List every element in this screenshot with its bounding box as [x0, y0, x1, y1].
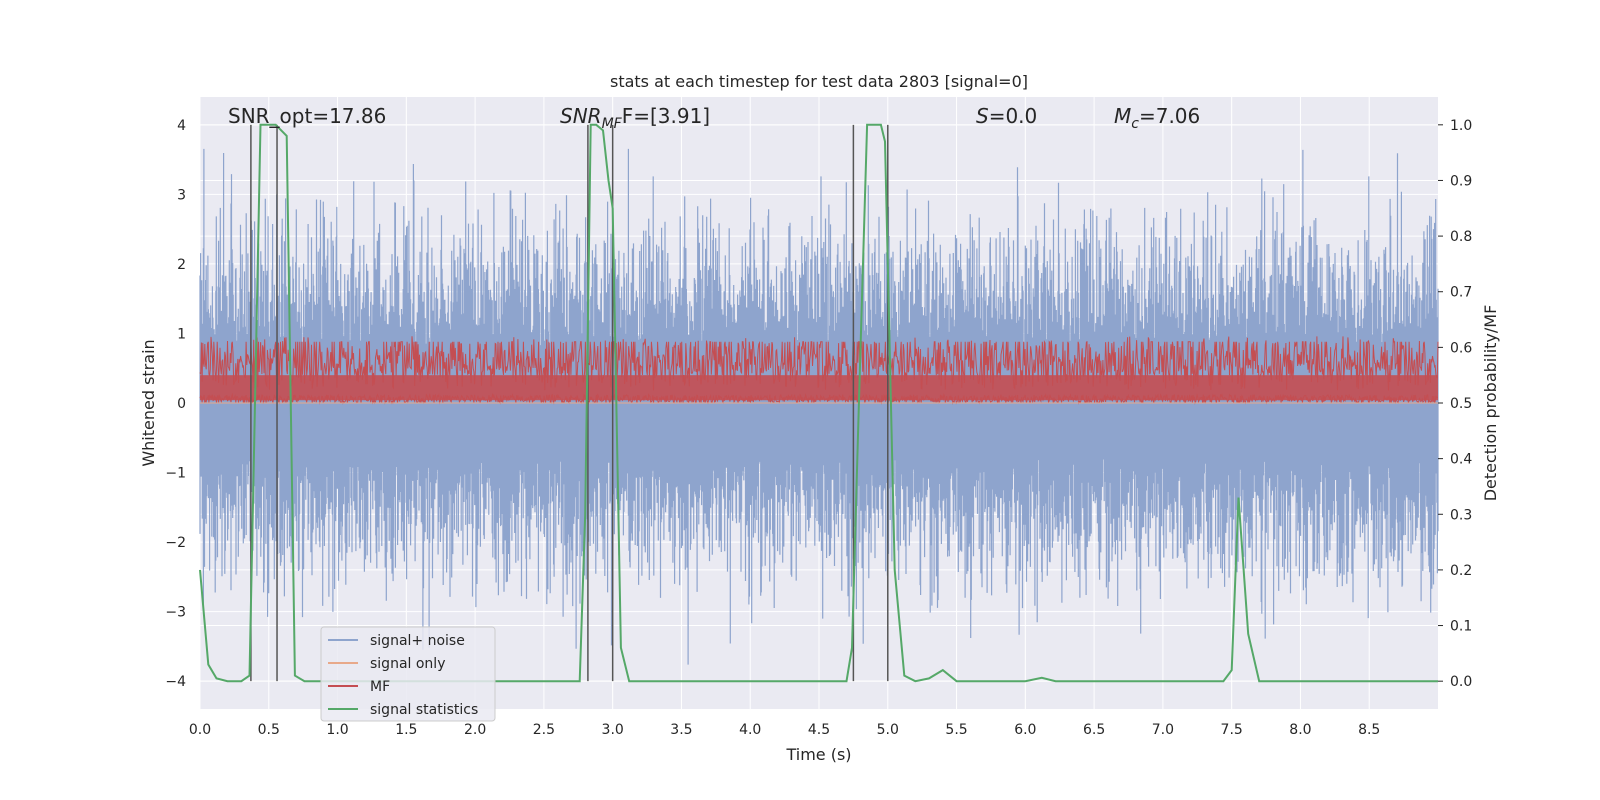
snr-mf-annotation: SNRMFF=[3.91]	[560, 104, 710, 132]
y2-tick-label: 0.9	[1450, 173, 1472, 189]
snr-mf-symbol: SNR	[560, 104, 602, 128]
legend-label-signal-only: signal only	[370, 656, 445, 672]
x-tick-labels: 0.0 0.5 1.0 1.5 2.0 2.5 3.0 3.5 4.0 4.5 5.0 5.5 6.0 6…	[189, 722, 1380, 738]
s-annotation: S=0.0	[976, 104, 1037, 128]
y-axis-label: Whitened strain	[139, 339, 158, 466]
x-tick-label: 3.0	[602, 722, 624, 738]
y2-tick-label: 0.3	[1450, 507, 1472, 523]
x-tick-label: 5.5	[945, 722, 967, 738]
y2-tick-label: 1.0	[1450, 118, 1472, 134]
mc-subscript: c	[1131, 116, 1139, 132]
s-value: =0.0	[989, 104, 1038, 128]
x-tick-label: 2.0	[464, 722, 486, 738]
snr-mf-subscript: MF	[602, 116, 623, 132]
y2-tick-label: 0.5	[1450, 396, 1472, 412]
x-tick-label: 0.5	[258, 722, 280, 738]
x-tick-label: 5.0	[877, 722, 899, 738]
legend: signal+ noise signal only MF signal stat…	[320, 626, 496, 722]
chart-title: stats at each timestep for test data 280…	[610, 72, 1028, 91]
x-tick-label: 8.0	[1289, 722, 1311, 738]
snr-mf-value: F=[3.91]	[622, 104, 710, 128]
y-tick-label: 0	[177, 396, 186, 412]
mc-symbol: M	[1114, 104, 1131, 128]
mf-trace-lower	[199, 392, 1438, 405]
x-tick-label: 1.0	[326, 722, 348, 738]
x-tick-label: 8.5	[1358, 722, 1380, 738]
y-tick-label: 3	[177, 187, 186, 203]
signal-statistics-series	[199, 123, 1438, 683]
y-tick-label: −3	[165, 605, 186, 621]
x-tick-label: 3.5	[670, 722, 692, 738]
x-axis-label: Time (s)	[785, 745, 851, 764]
y-tick-label: −2	[165, 535, 186, 551]
legend-box	[320, 626, 496, 722]
y-tick-label: −1	[165, 466, 186, 482]
snr-opt-annotation: SNR_opt=17.86	[228, 104, 386, 128]
y2-tick-labels: 1.0 0.9 0.8 0.7 0.6 0.5 0.4 0.3 0.2 0.1 0.0	[1438, 118, 1472, 690]
y2-axis-label: Detection probability/MF	[1481, 305, 1500, 502]
mf-series	[199, 336, 1439, 405]
x-tick-label: 4.0	[739, 722, 761, 738]
x-tick-label: 2.5	[533, 722, 555, 738]
s-symbol: S	[976, 104, 989, 128]
y-tick-label: 1	[177, 326, 186, 342]
x-tick-label: 7.5	[1221, 722, 1243, 738]
mc-value: =7.06	[1139, 104, 1200, 128]
y-tick-labels: 4 3 2 1 0 −1 −2 −3 −4	[165, 118, 186, 690]
x-tick-label: 6.0	[1014, 722, 1036, 738]
y2-tick-label: 0.2	[1450, 563, 1472, 579]
y2-tick-label: 0.0	[1450, 674, 1472, 690]
x-tick-label: 0.0	[189, 722, 211, 738]
y-tick-label: 2	[177, 257, 186, 273]
x-tick-label: 7.0	[1152, 722, 1174, 738]
y2-tick-label: 0.1	[1450, 619, 1472, 635]
legend-label-signal-noise: signal+ noise	[370, 633, 465, 649]
y2-tick-label: 0.7	[1450, 285, 1472, 301]
legend-label-signal-statistics: signal statistics	[370, 702, 478, 718]
mf-trace	[199, 336, 1439, 391]
y2-tick-label: 0.6	[1450, 340, 1472, 356]
legend-label-mf: MF	[370, 679, 390, 695]
x-tick-label: 4.5	[808, 722, 830, 738]
x-tick-label: 1.5	[395, 722, 417, 738]
y-tick-label: 4	[177, 118, 186, 134]
y2-tick-label: 0.8	[1450, 229, 1472, 245]
y-tick-label: −4	[165, 674, 186, 690]
mc-annotation: Mc=7.06	[1114, 104, 1200, 132]
x-tick-label: 6.5	[1083, 722, 1105, 738]
signal-statistics-line	[199, 123, 1438, 683]
y2-tick-label: 0.4	[1450, 452, 1472, 468]
